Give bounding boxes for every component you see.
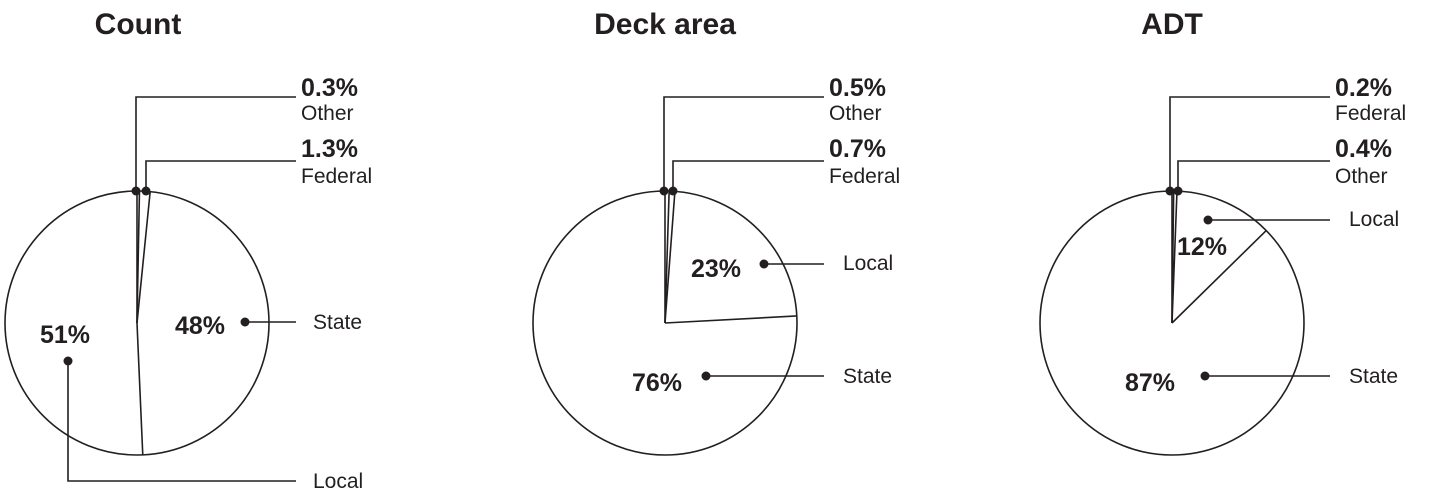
slice-boundaries bbox=[1171, 190, 1267, 324]
slice-value-other: 0.3% bbox=[301, 74, 358, 102]
leader-dot-local bbox=[759, 259, 769, 269]
leader-line-other bbox=[663, 96, 824, 191]
slice-label-other: Other bbox=[829, 102, 882, 125]
leader-dot-federal bbox=[141, 186, 151, 196]
slice-value-federal: 0.2% bbox=[1335, 74, 1392, 102]
slice-label-state: State bbox=[313, 311, 362, 334]
leader-line-other bbox=[135, 96, 296, 191]
slice-boundary-state bbox=[1171, 229, 1267, 324]
slice-label-local: Local bbox=[313, 470, 363, 493]
slice-label-local: Local bbox=[1349, 208, 1399, 231]
leader-line-other bbox=[1177, 160, 1330, 191]
slice-label-other: Other bbox=[1335, 165, 1388, 188]
slice-boundary-local bbox=[136, 322, 144, 455]
slice-label-state: State bbox=[843, 365, 892, 388]
slice-label-local: Local bbox=[843, 252, 893, 275]
leader-line-local bbox=[67, 361, 296, 482]
slice-value-local: 12% bbox=[1177, 233, 1227, 261]
leader-dot-local bbox=[63, 356, 73, 366]
leader-line-federal bbox=[1169, 96, 1330, 191]
slice-boundaries bbox=[664, 191, 797, 324]
slice-value-other: 0.4% bbox=[1335, 135, 1392, 163]
slice-boundary-local bbox=[1171, 191, 1178, 324]
leader-dot-state bbox=[1200, 371, 1210, 381]
chart-title: Deck area bbox=[594, 8, 736, 41]
chart-title: ADT bbox=[1141, 8, 1203, 41]
slice-label-federal: Federal bbox=[1335, 102, 1406, 125]
slice-boundary-state bbox=[664, 315, 797, 324]
slice-value-other: 0.5% bbox=[829, 74, 886, 102]
slice-boundaries bbox=[136, 191, 151, 455]
leader-line-federal bbox=[145, 160, 296, 191]
slice-value-local: 23% bbox=[691, 255, 741, 283]
pie-chart-deck-area: Deck area 0.5% Other 0.7% Federal 23% Lo… bbox=[532, 8, 900, 456]
slice-boundary-federal bbox=[136, 191, 141, 324]
leader-dot-other bbox=[659, 186, 669, 196]
slice-value-state: 76% bbox=[632, 369, 682, 397]
slice-value-federal: 1.3% bbox=[301, 135, 358, 163]
leader-dot-federal bbox=[668, 186, 678, 196]
slice-value-local: 51% bbox=[40, 321, 90, 349]
pie-chart-adt: ADT 0.2% Federal 0.4% Other 12% Local 87… bbox=[1039, 8, 1406, 456]
chart-title: Count bbox=[95, 8, 182, 41]
leader-dot-state bbox=[240, 317, 250, 327]
pie-chart-count: Count 0.3% Other 1.3% Federal 48% State … bbox=[4, 8, 372, 493]
slice-value-state: 48% bbox=[175, 312, 225, 340]
slice-boundary-local bbox=[664, 191, 676, 324]
slice-label-other: Other bbox=[301, 102, 354, 125]
leader-dot-state bbox=[701, 371, 711, 381]
leader-dot-other bbox=[1173, 186, 1183, 196]
slice-boundary-state bbox=[136, 191, 151, 324]
leader-dot-local bbox=[1203, 215, 1213, 225]
slice-value-state: 87% bbox=[1125, 369, 1175, 397]
leader-dot-federal bbox=[1165, 186, 1175, 196]
leader-dot-other bbox=[131, 186, 141, 196]
slice-boundary-federal bbox=[664, 191, 670, 324]
slice-label-federal: Federal bbox=[829, 165, 900, 188]
leader-line-federal bbox=[672, 160, 824, 191]
slice-label-state: State bbox=[1349, 365, 1398, 388]
slice-label-federal: Federal bbox=[301, 165, 372, 188]
slice-value-federal: 0.7% bbox=[829, 135, 886, 163]
